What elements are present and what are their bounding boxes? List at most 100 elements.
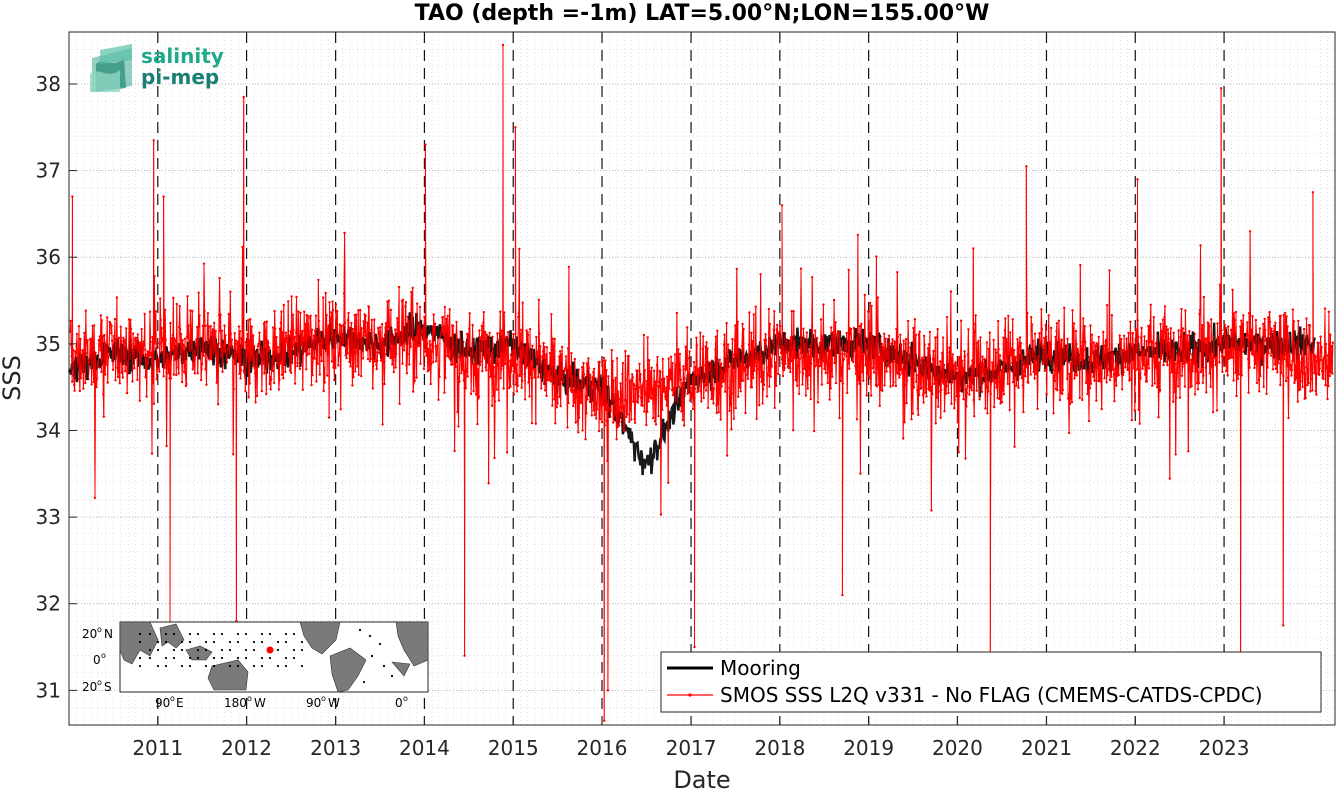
inset-array-dot	[164, 640, 168, 644]
inset-array-dot	[156, 640, 160, 644]
inset-array-dot	[244, 648, 248, 652]
inset-array-dot	[164, 664, 168, 668]
inset-array-dot	[390, 674, 394, 678]
inset-lon-90w-label: 90	[306, 696, 321, 710]
plot-area: 2011 2012 2013 2014 2015 2016 2017 2018 2019 2020…	[36, 31, 1336, 760]
legend-label-mooring: Mooring	[720, 656, 801, 680]
inset-array-dot	[188, 656, 192, 660]
legend-label-smos: SMOS SSS L2Q v331 - No FLAG (CMEMS-CATDS…	[720, 683, 1263, 707]
inset-array-dot	[300, 648, 304, 652]
inset-array-dot	[138, 664, 142, 668]
y-tick-label: 37	[36, 159, 61, 183]
inset-array-dot	[244, 656, 248, 660]
series	[67, 43, 1335, 722]
inset-array-dot	[362, 680, 366, 684]
x-tick-label: 2012	[221, 736, 272, 760]
inset-array-dot	[284, 632, 288, 636]
inset-array-dot	[260, 656, 264, 660]
legend: Mooring SMOS SSS L2Q v331 - No FLAG (CME…	[660, 651, 1322, 713]
inset-array-dot	[204, 640, 208, 644]
inset-array-dot	[260, 640, 264, 644]
inset-array-dot	[180, 648, 184, 652]
inset-array-dot	[212, 640, 216, 644]
x-tick-label: 2022	[1110, 736, 1161, 760]
y-axis-label: SSS	[0, 355, 26, 401]
inset-array-dot	[358, 628, 362, 632]
inset-array-dot	[138, 640, 142, 644]
inset-array-dot	[252, 640, 256, 644]
x-tick-label: 2016	[577, 736, 628, 760]
inset-lat-0-degree: o	[101, 651, 106, 660]
inset-array-dot	[252, 664, 256, 668]
mooring-location-marker	[266, 646, 274, 654]
inset-array-dot	[148, 632, 152, 636]
x-tick-label: 2021	[1021, 736, 1072, 760]
logo-line2: pi-mep	[141, 65, 219, 89]
inset-array-dot	[284, 640, 288, 644]
inset-lat-20s-degree: o	[97, 678, 102, 687]
inset-array-dot	[220, 632, 224, 636]
inset-array-dot	[196, 632, 200, 636]
inset-lat-20n-hemi: N	[104, 627, 113, 641]
inset-array-dot	[228, 664, 232, 668]
inset-array-dot	[172, 648, 176, 652]
inset-array-dot	[204, 648, 208, 652]
inset-array-dot	[212, 656, 216, 660]
y-tick-label: 38	[36, 72, 61, 96]
inset-array-dot	[236, 656, 240, 660]
inset-array-dot	[188, 664, 192, 668]
inset-array-dot	[260, 664, 264, 668]
inset-array-dot	[382, 664, 386, 668]
inset-lat-20s-label: 20	[82, 680, 97, 694]
inset-array-dot	[148, 656, 152, 660]
inset-array-dot	[378, 642, 382, 646]
inset-array-dot	[276, 664, 280, 668]
inset-array-dot	[276, 640, 280, 644]
inset-array-dot	[368, 634, 372, 638]
y-tick-label: 34	[36, 418, 61, 442]
inset-array-dot	[300, 640, 304, 644]
x-axis-label: Date	[673, 766, 730, 790]
y-tick-label: 32	[36, 592, 61, 616]
inset-array-dot	[164, 656, 168, 660]
y-tick-label: 33	[36, 505, 61, 529]
inset-array-dot	[188, 640, 192, 644]
x-tick-label: 2020	[932, 736, 983, 760]
inset-array-dot	[236, 664, 240, 668]
y-tick-label: 36	[36, 245, 61, 269]
inset-lon-180-hemi: W	[254, 696, 266, 710]
inset-array-dot	[228, 640, 232, 644]
inset-array-dot	[172, 656, 176, 660]
inset-array-dot	[172, 632, 176, 636]
inset-lon-90w-degree: o	[321, 694, 326, 703]
x-tick-label: 2019	[843, 736, 894, 760]
inset-array-dot	[268, 656, 272, 660]
inset-array-dot	[220, 648, 224, 652]
inset-lat-20s-hemi: S	[104, 680, 112, 694]
inset-array-dot	[292, 656, 296, 660]
inset-array-dot	[148, 648, 152, 652]
inset-lat-20n-label: 20	[82, 627, 97, 641]
inset-array-dot	[212, 664, 216, 668]
inset-array-dot	[220, 656, 224, 660]
inset-array-dot	[164, 632, 168, 636]
inset-lon-0-degree: o	[403, 694, 408, 703]
x-tick-label: 2014	[399, 736, 450, 760]
inset-array-dot	[260, 632, 264, 636]
inset-array-dot	[370, 654, 374, 658]
inset-array-dot	[236, 632, 240, 636]
inset-array-dot	[284, 656, 288, 660]
inset-lon-90w-hemi: W	[328, 696, 340, 710]
y-tick-label: 35	[36, 332, 61, 356]
inset-array-dot	[188, 632, 192, 636]
inset-array-dot	[292, 648, 296, 652]
inset-array-dot	[180, 640, 184, 644]
inset-array-dot	[156, 648, 160, 652]
inset-array-dot	[300, 664, 304, 668]
inset-array-dot	[276, 648, 280, 652]
inset-lon-180-label: 180	[224, 696, 247, 710]
x-tick-label: 2013	[310, 736, 361, 760]
x-tick-label: 2023	[1199, 736, 1250, 760]
grid	[69, 31, 1336, 726]
